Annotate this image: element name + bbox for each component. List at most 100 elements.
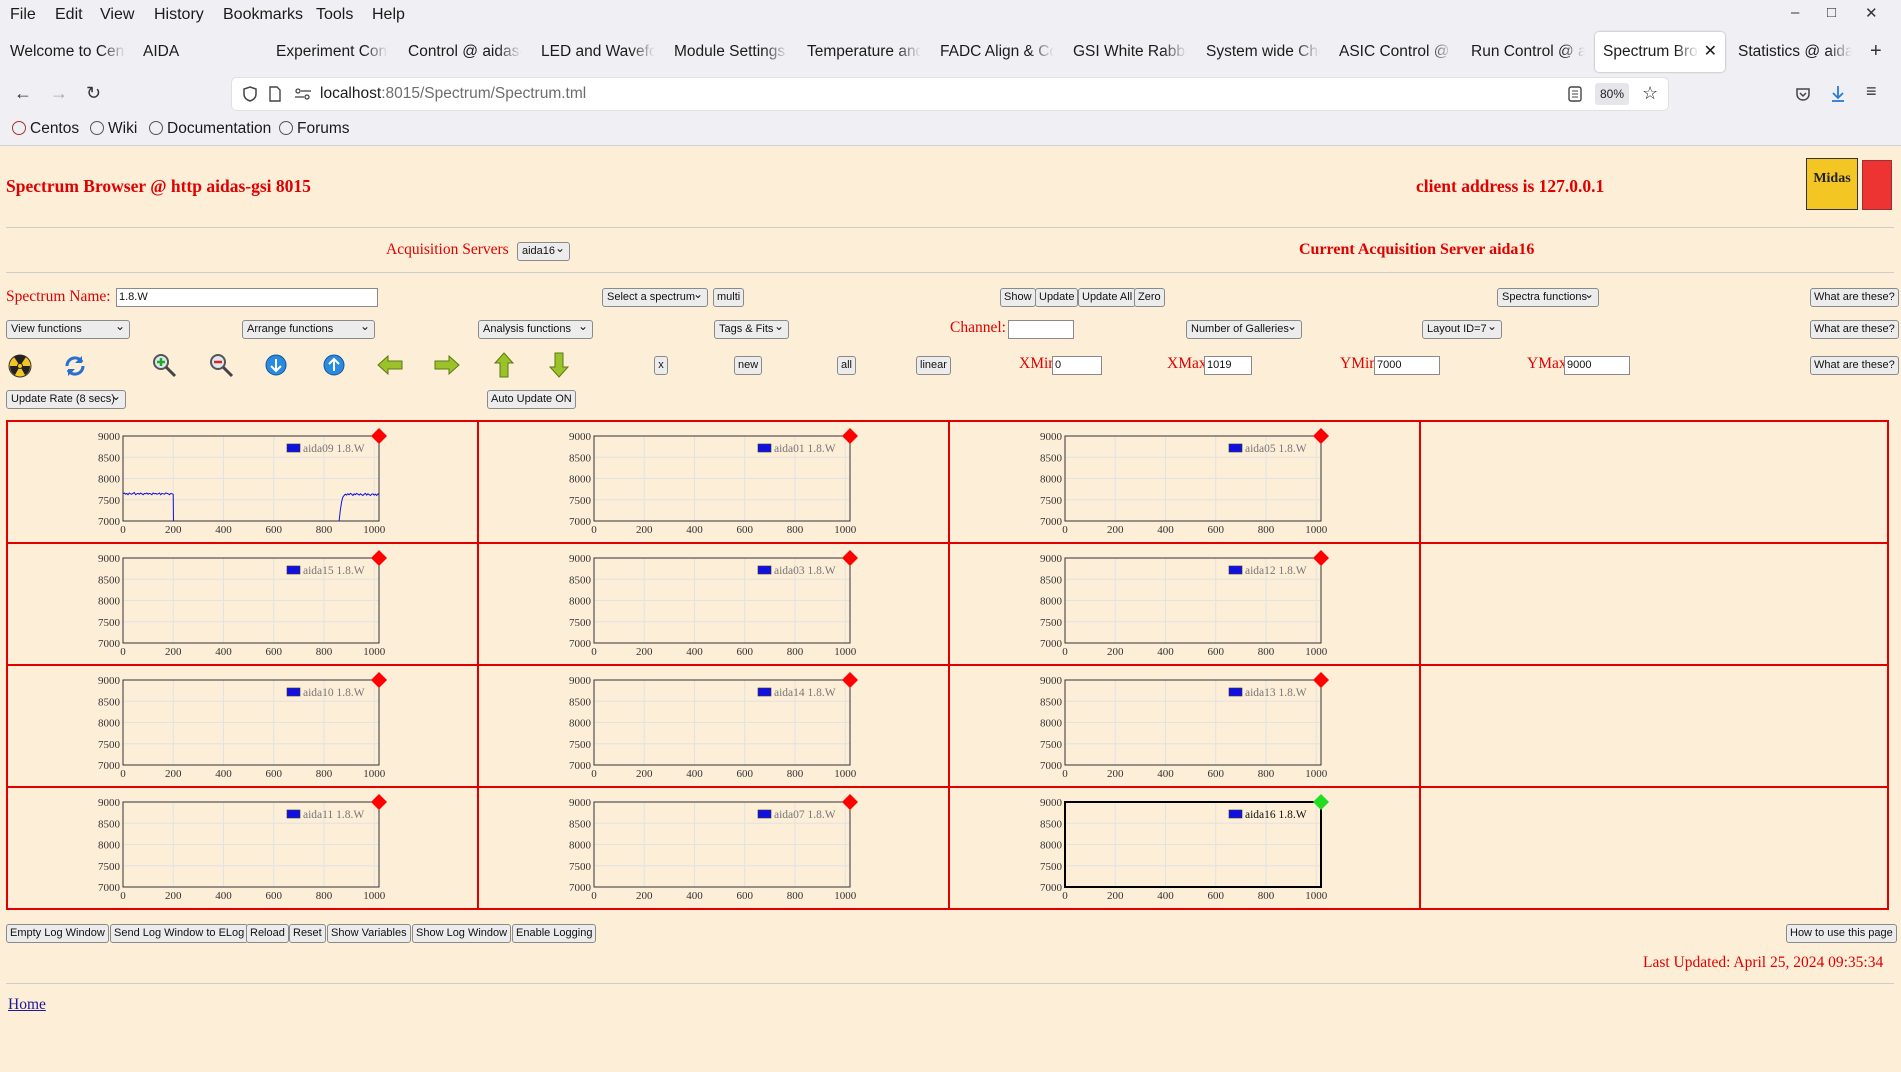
tab-statistics[interactable]: Statistics @ aidas [1738,43,1852,60]
spectrum-name-input[interactable]: 1.8.W [116,288,378,307]
reset-button[interactable]: Reset [289,924,326,943]
close-tab-icon[interactable]: ✕ [1703,43,1717,60]
tab-led-waveform[interactable]: LED and Waveform [541,43,655,60]
down-arrow-icon[interactable] [549,352,569,378]
menu-bookmarks[interactable]: Bookmarks [223,6,304,23]
reload-icon[interactable]: ↻ [86,83,102,103]
page-icon[interactable] [268,86,282,102]
spectrum-chart[interactable]: 7000 7500 8000 8500 9000 0 200 400 600 800 1000 aid… [950,422,1416,542]
tab-welcome[interactable]: Welcome to Centos [10,43,126,60]
bookmark-forums[interactable]: Forums [279,120,350,138]
acquisition-server-select[interactable]: aida16 [517,240,570,261]
tab-asic-control[interactable]: ASIC Control @ aidas [1339,43,1453,60]
gallery-cell[interactable]: 7000 7500 8000 8500 9000 0 200 400 600 800 1000 aid… [6,542,479,666]
spectrum-chart[interactable]: 7000 7500 8000 8500 9000 0 200 400 600 800 1000 aid… [8,544,474,664]
reload-button[interactable]: Reload [246,924,289,943]
ymin-input[interactable]: 7000 [1374,356,1440,375]
forward-icon[interactable]: → [50,83,68,103]
pocket-icon[interactable] [1795,86,1811,102]
x-button[interactable]: x [654,356,668,375]
gallery-cell[interactable]: 7000 7500 8000 8500 9000 0 200 400 600 800 1000 aid… [6,786,479,910]
home-link[interactable]: Home [8,996,46,1013]
spectrum-chart[interactable]: 7000 7500 8000 8500 9000 0 200 400 600 800 1000 aid… [950,544,1416,664]
number-of-galleries-select[interactable]: Number of Galleries [1186,318,1302,339]
gallery-cell[interactable]: 7000 7500 8000 8500 9000 0 200 400 600 800 1000 aid… [477,664,950,788]
new-button[interactable]: new [734,356,763,375]
tab-fadc-align[interactable]: FADC Align & Control [940,43,1054,60]
right-arrow-icon[interactable] [434,355,460,375]
update-rate-select[interactable]: Update Rate (8 secs) [6,388,126,409]
status-diamond-icon[interactable] [371,794,387,810]
menu-view[interactable]: View [100,6,135,23]
gallery-cell[interactable]: 7000 7500 8000 8500 9000 0 200 400 600 800 1000 aid… [948,664,1421,788]
gallery-cell[interactable]: 7000 7500 8000 8500 9000 0 200 400 600 800 1000 aid… [477,786,950,910]
tab-temperature[interactable]: Temperature and [807,43,921,60]
ymax-input[interactable]: 9000 [1564,356,1630,375]
left-arrow-icon[interactable] [377,355,403,375]
url-text[interactable]: localhost:8015/Spectrum/Spectrum.tml [320,85,586,103]
tab-control[interactable]: Control @ aidas-gsi [408,43,522,60]
refresh-icon[interactable] [63,354,87,378]
spectrum-chart[interactable]: 7000 7500 8000 8500 9000 0 200 400 600 800 1000 aid… [479,666,945,786]
what-are-these-button[interactable]: What are these? [1810,288,1899,307]
y-up-icon[interactable] [323,354,345,376]
reader-view-icon[interactable] [1568,86,1582,102]
permissions-icon[interactable] [294,88,312,100]
zoom-level[interactable]: 80% [1595,83,1629,105]
spectrum-chart[interactable]: 7000 7500 8000 8500 9000 0 200 400 600 800 1000 aid… [479,422,945,542]
gallery-cell[interactable]: 7000 7500 8000 8500 9000 0 200 400 600 800 1000 aid… [477,542,950,666]
bookmark-documentation[interactable]: Documentation [149,120,271,138]
y-down-icon[interactable] [265,354,287,376]
analysis-functions-select[interactable]: Analysis functions [478,318,593,339]
maximize-icon[interactable]: □ [1827,4,1837,21]
spectrum-chart[interactable]: 7000 7500 8000 8500 9000 0 200 400 600 800 1000 aid… [479,544,945,664]
spectrum-chart[interactable]: 7000 7500 8000 8500 9000 0 200 400 600 800 1000 aid… [8,788,474,908]
update-button[interactable]: Update [1035,288,1079,307]
zoom-in-icon[interactable] [151,352,177,378]
status-diamond-icon[interactable] [1313,672,1329,688]
tags-fits-select[interactable]: Tags & Fits [714,318,789,339]
auto-update-button[interactable]: Auto Update ON [487,390,576,409]
what-are-these-button[interactable]: What are these? [1810,320,1899,339]
select-spectrum[interactable]: Select a spectrum [602,286,708,307]
show-log-window-button[interactable]: Show Log Window [412,924,512,943]
bookmark-wiki[interactable]: Wiki [90,120,137,138]
channel-input[interactable] [1008,320,1074,339]
spectra-functions-select[interactable]: Spectra functions [1497,286,1599,307]
status-diamond-icon[interactable] [842,550,858,566]
menu-edit[interactable]: Edit [55,6,83,23]
what-are-these-button[interactable]: What are these? [1810,356,1899,375]
status-diamond-icon[interactable] [842,428,858,444]
up-arrow-icon[interactable] [494,352,514,378]
tab-module-settings[interactable]: Module Settings @ [674,43,788,60]
update-all-button[interactable]: Update All [1078,288,1137,307]
linear-button[interactable]: linear [916,356,951,375]
close-window-icon[interactable]: ✕ [1865,5,1878,22]
status-diamond-icon[interactable] [842,672,858,688]
send-log-to-elog-button[interactable]: Send Log Window to ELog [110,924,249,943]
multi-button[interactable]: multi [713,288,745,307]
status-diamond-icon[interactable] [1313,428,1329,444]
tab-experiment-control[interactable]: Experiment Control [276,43,388,60]
enable-logging-button[interactable]: Enable Logging [512,924,597,943]
all-button[interactable]: all [837,356,857,375]
gallery-cell[interactable]: 7000 7500 8000 8500 9000 0 200 400 600 800 1000 aid… [6,664,479,788]
menu-history[interactable]: History [154,6,204,23]
gallery-cell[interactable]: 7000 7500 8000 8500 9000 0 200 400 600 800 1000 aid… [948,420,1421,544]
xmax-input[interactable]: 1019 [1204,356,1252,375]
xmin-input[interactable]: 0 [1052,356,1102,375]
menu-tools[interactable]: Tools [316,6,354,23]
status-diamond-icon[interactable] [842,794,858,810]
url-bar[interactable]: localhost:8015/Spectrum/Spectrum.tml 80%… [232,78,1668,110]
zoom-out-icon[interactable] [208,352,234,378]
tab-white-rabbit[interactable]: GSI White Rabbit [1073,43,1187,60]
gallery-cell[interactable]: 7000 7500 8000 8500 9000 0 200 400 600 800 1000 aid… [948,786,1421,910]
new-tab-icon[interactable]: + [1870,40,1882,62]
spectrum-chart[interactable]: 7000 7500 8000 8500 9000 0 200 400 600 800 1000 aid… [950,788,1416,908]
status-diamond-icon[interactable] [1313,550,1329,566]
download-icon[interactable] [1830,85,1846,103]
spectrum-chart[interactable]: 7000 7500 8000 8500 9000 0 200 400 600 800 1000 aid… [8,422,474,542]
bookmark-centos[interactable]: Centos [12,120,79,138]
show-button[interactable]: Show [1000,288,1036,307]
gallery-cell[interactable]: 7000 7500 8000 8500 9000 0 200 400 600 800 1000 aid… [948,542,1421,666]
